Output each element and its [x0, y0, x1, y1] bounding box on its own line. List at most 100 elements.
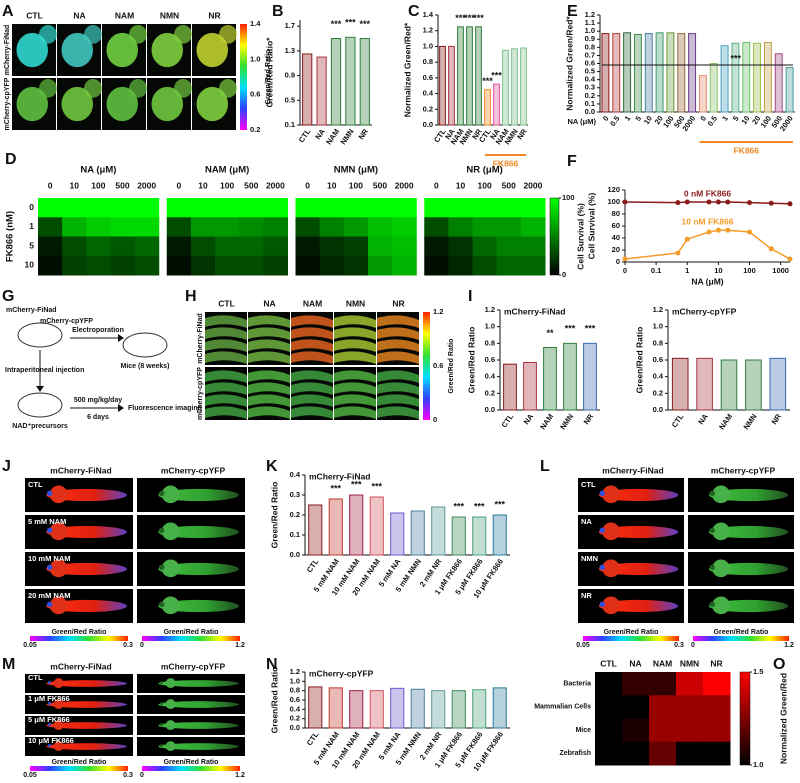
panel-label: L	[540, 458, 550, 475]
point	[675, 250, 681, 256]
significance: ***	[730, 53, 741, 63]
point	[684, 199, 690, 205]
bar	[671, 357, 689, 411]
fish-eye	[160, 681, 164, 685]
muscle-fiber	[248, 315, 290, 328]
colorbar	[423, 312, 430, 420]
significance: ***	[455, 13, 466, 23]
column-label: mCherry-cpYFP	[161, 661, 226, 671]
bar	[731, 42, 740, 113]
column-label: NAM	[115, 10, 134, 20]
significance: ***	[351, 479, 362, 489]
row-label: 10 μM FK866	[28, 736, 74, 745]
column-label: 0	[305, 180, 310, 190]
heatmap-cell	[38, 236, 63, 257]
bar	[316, 56, 327, 126]
bar	[451, 516, 466, 556]
heatmap-cell	[263, 217, 288, 237]
heatmap-title: NR (μM)	[466, 165, 502, 176]
fish-head	[49, 596, 68, 615]
colorbar-label: Green/Red Ratio	[52, 629, 107, 636]
heatmap-cell	[295, 217, 321, 237]
heatmap-cell	[134, 198, 160, 218]
heatmap-cell	[166, 236, 192, 257]
colorbar-tick-label: 100	[562, 193, 575, 202]
colorbar-tick-label: 1.0	[753, 760, 763, 769]
heatmap-cell	[520, 255, 546, 276]
category-label: 1	[623, 114, 633, 123]
bar	[612, 33, 621, 113]
significance: ***	[491, 71, 502, 81]
colorbar-label: Green/Red Ratio	[714, 629, 769, 636]
muscle-fiber	[248, 370, 290, 383]
heatmap-cell	[472, 255, 498, 276]
muscle-fiber	[291, 394, 333, 407]
heatmap-cell	[110, 255, 136, 276]
bar	[330, 38, 342, 126]
cell	[106, 32, 138, 68]
colorbar-label: Green/Red Ratio	[604, 629, 659, 636]
heatmap-cell	[703, 741, 731, 766]
bar	[633, 33, 642, 113]
heatmap-cell	[703, 718, 731, 743]
y-tick-label: 0.8	[423, 57, 433, 66]
column-label: mCherry-FiNad	[50, 661, 111, 671]
y-tick-label: 20	[612, 245, 620, 254]
heatmap-cell	[134, 217, 160, 237]
colorbar-label: Green/Red Ratio	[448, 339, 455, 394]
column-label: NAM	[653, 658, 672, 668]
heatmap-cell	[295, 255, 321, 276]
column-label: 500	[373, 180, 387, 190]
fish-head	[712, 485, 730, 504]
bar	[302, 53, 313, 126]
cell	[61, 86, 93, 122]
y-tick-label: 0.4	[653, 372, 664, 381]
colorbar-label: Green/Red Ratio	[52, 759, 107, 766]
category-label: 0	[601, 114, 611, 123]
heatmap-cell	[520, 217, 546, 237]
muscle-fiber	[248, 339, 290, 352]
row-label: CTL	[581, 480, 596, 489]
bar	[369, 690, 384, 729]
fish-head	[712, 596, 730, 615]
column-label: mCherry-FiNad	[602, 465, 663, 475]
fish-head	[161, 596, 180, 615]
bar	[763, 41, 772, 113]
colorbar	[583, 636, 679, 641]
column-label: 100	[91, 180, 105, 190]
cell	[219, 25, 237, 44]
colorbar-tick-label: 0	[140, 772, 144, 779]
fish-head	[165, 678, 176, 689]
category-label: 10	[739, 114, 751, 126]
y-tick-label: 1.3	[285, 46, 295, 55]
fish-body	[158, 722, 239, 729]
fish-head	[165, 741, 176, 752]
heatmap-cell	[110, 236, 136, 257]
series-line	[624, 229, 791, 260]
category-label: NMN	[741, 412, 758, 431]
cell	[61, 32, 93, 68]
bar	[410, 510, 425, 556]
fish-eye	[160, 702, 164, 706]
heatmap-cell	[343, 198, 369, 218]
point	[706, 229, 712, 235]
heatmap-cell	[319, 198, 345, 218]
fish-head	[602, 522, 620, 541]
point	[787, 201, 793, 207]
panel-label: E	[567, 3, 578, 20]
fish-head	[49, 559, 68, 578]
colorbar-tick-label: 0.3	[123, 642, 133, 649]
panel-label: J	[2, 458, 11, 475]
colorbar-tick-label: 1.0	[250, 54, 260, 63]
heatmap-cell	[520, 236, 546, 257]
point	[715, 199, 721, 205]
significance: ***	[464, 13, 475, 23]
panel-label: O	[773, 656, 785, 673]
bar	[484, 89, 491, 126]
y-tick-label: 0.8	[485, 338, 495, 347]
heatmap-cell	[424, 198, 449, 218]
y-axis-label: FK866 (nM)	[5, 211, 16, 262]
heatmap-cell	[424, 217, 449, 237]
fish-eye	[48, 681, 52, 685]
colorbar-label: Cell Survival (%)	[575, 203, 585, 270]
